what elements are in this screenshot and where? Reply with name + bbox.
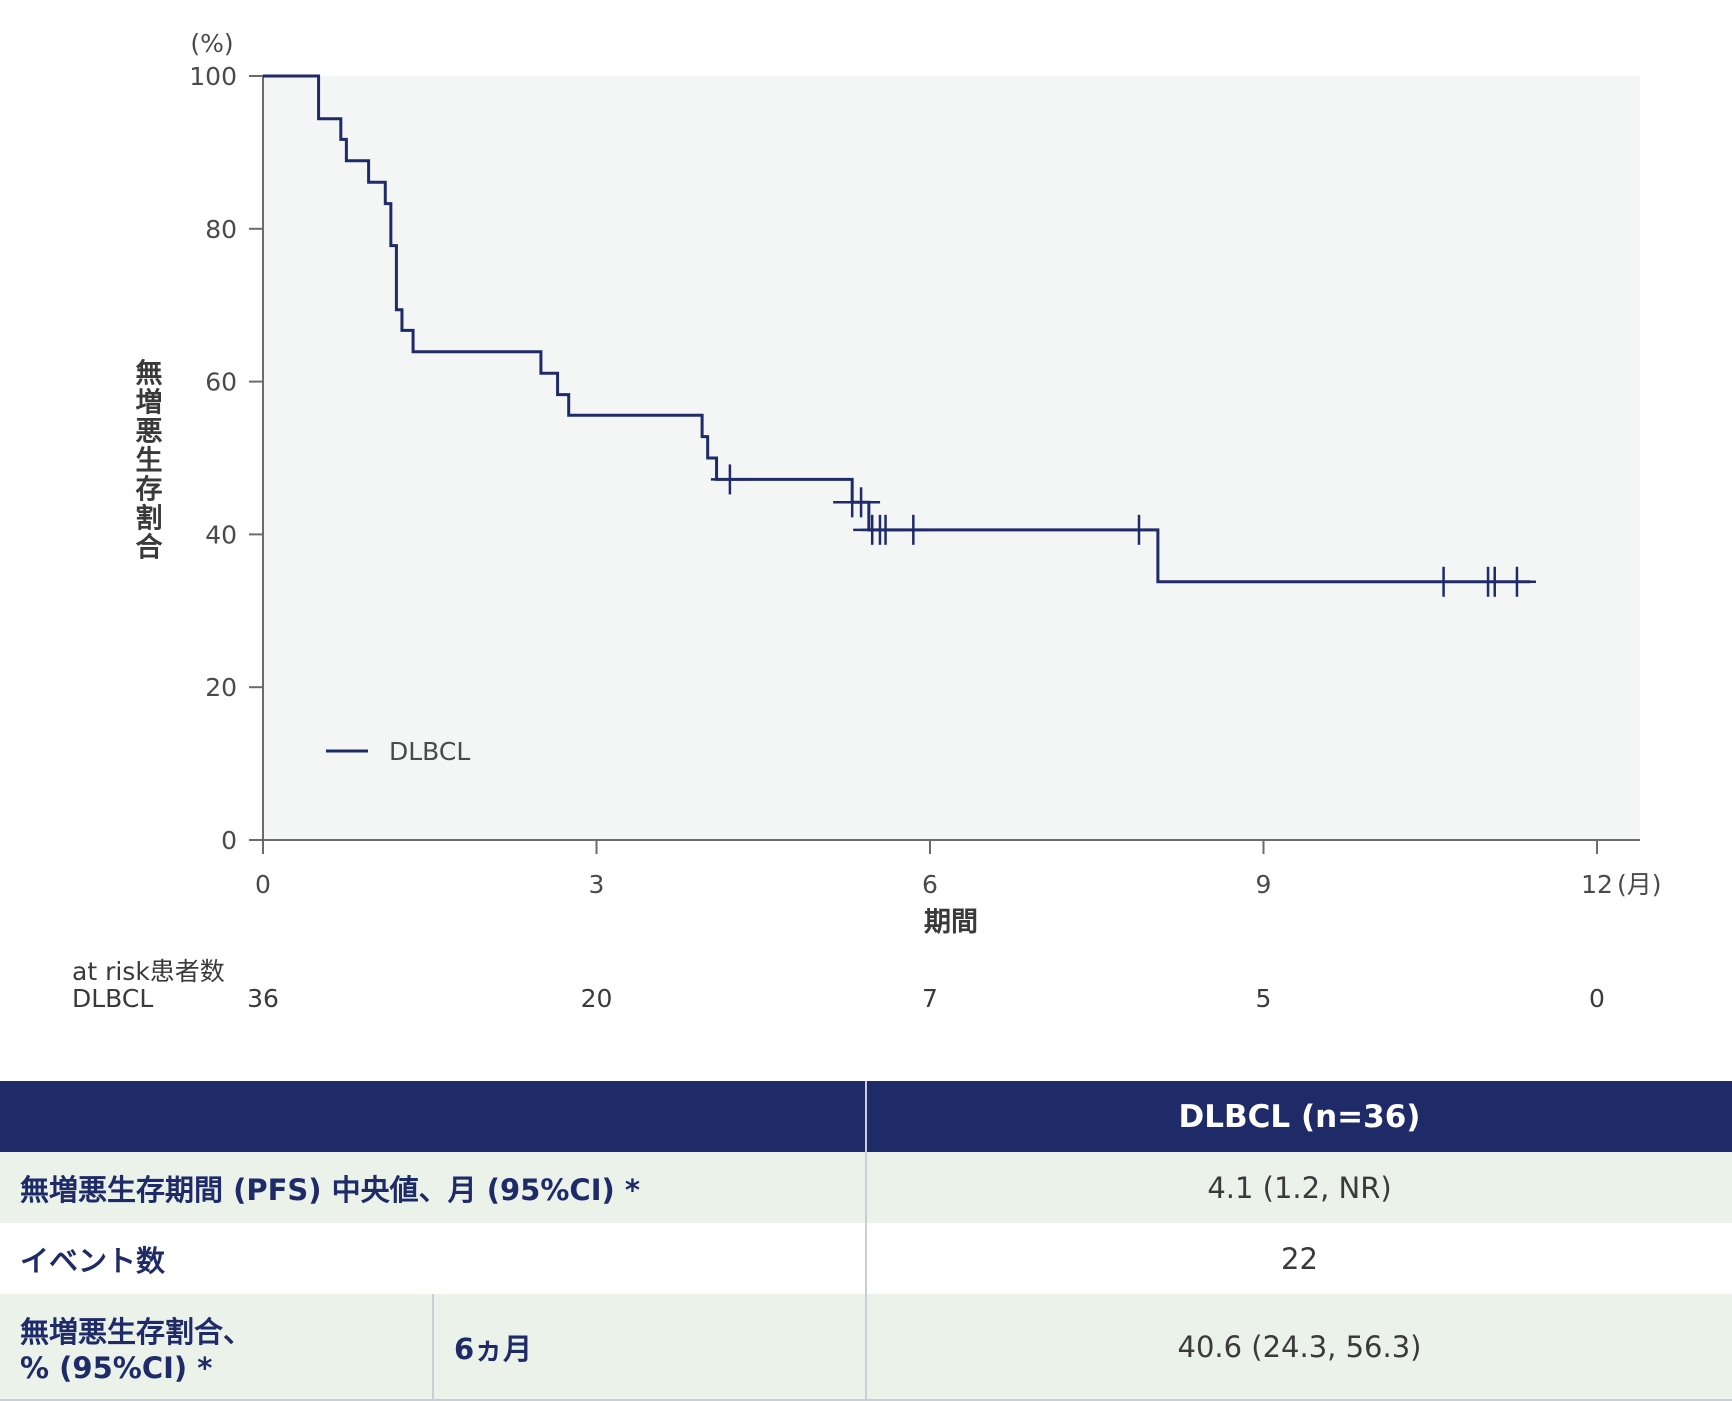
km-curve-dlbcl [263,74,1531,584]
y-axis: 0 20 40 60 80 100 [189,62,264,855]
at-risk-value: 5 [1255,984,1272,1013]
y-tick-label: 60 [205,368,237,397]
at-risk-group-label: DLBCL [72,984,154,1013]
table-row: 無増悪生存期間 (PFS) 中央値、月 (95%CI) * 4.1 (1.2, … [0,1152,1732,1223]
x-tick-label: 6 [922,870,938,899]
x-axis: 0 3 6 9 12 [255,839,1640,899]
at-risk-value: 0 [1589,984,1605,1013]
y-axis-unit: (%) [190,29,233,58]
header-dlbcl: DLBCL (n=36) [865,1081,1732,1152]
table-row: イベント数 22 [0,1223,1732,1294]
x-axis-unit: (月) [1617,870,1662,899]
row-sublabel-6-months: 6ヵ月 [432,1294,866,1401]
at-risk-title: at risk患者数 [72,957,225,986]
legend: DLBCL [326,737,470,766]
table-header-row: DLBCL (n=36) [0,1081,1732,1152]
x-tick-label: 12 [1581,870,1613,899]
series-group [263,74,1536,597]
row-label-pfs-median: 無増悪生存期間 (PFS) 中央値、月 (95%CI) * [0,1152,866,1223]
y-axis-title: 無増悪生存割合 [131,358,163,561]
legend-label-dlbcl: DLBCL [389,737,470,766]
y-tick-label: 0 [221,826,237,855]
row-value-pfs-rate: 40.6 (24.3, 56.3) [865,1294,1732,1401]
row-value-events: 22 [865,1223,1732,1294]
y-tick-label: 20 [205,673,237,702]
summary-table: DLBCL (n=36) 無増悪生存期間 (PFS) 中央値、月 (95%CI)… [0,1081,1732,1401]
x-tick-label: 3 [589,870,605,899]
row-label-events: イベント数 [0,1223,866,1294]
x-axis-title: 期間 [924,907,978,938]
plot-area [263,76,1640,840]
at-risk-value: 7 [922,984,938,1013]
row-label-pfs-rate-line1: 無増悪生存割合、 [20,1314,253,1349]
x-tick-label: 9 [1256,870,1272,899]
header-empty-cell [0,1081,866,1152]
row-label-pfs-rate-line2: % (95%CI) * [20,1350,213,1385]
row-value-pfs-median: 4.1 (1.2, NR) [865,1152,1732,1223]
y-tick-label: 80 [205,215,237,244]
table-row: 無増悪生存割合、 % (95%CI) * 6ヵ月 40.6 (24.3, 56.… [0,1294,1732,1401]
at-risk-value: 20 [580,984,613,1013]
y-tick-label: 40 [205,520,237,549]
x-tick-label: 0 [255,870,271,899]
y-tick-label: 100 [189,62,237,91]
km-chart: 0 20 40 60 80 100 0 3 6 9 12 (%) (月) 期間 無増悪生存割合 D… [131,29,1662,938]
at-risk-value: 36 [247,984,279,1013]
row-label-pfs-rate: 無増悪生存割合、 % (95%CI) * [0,1294,433,1401]
